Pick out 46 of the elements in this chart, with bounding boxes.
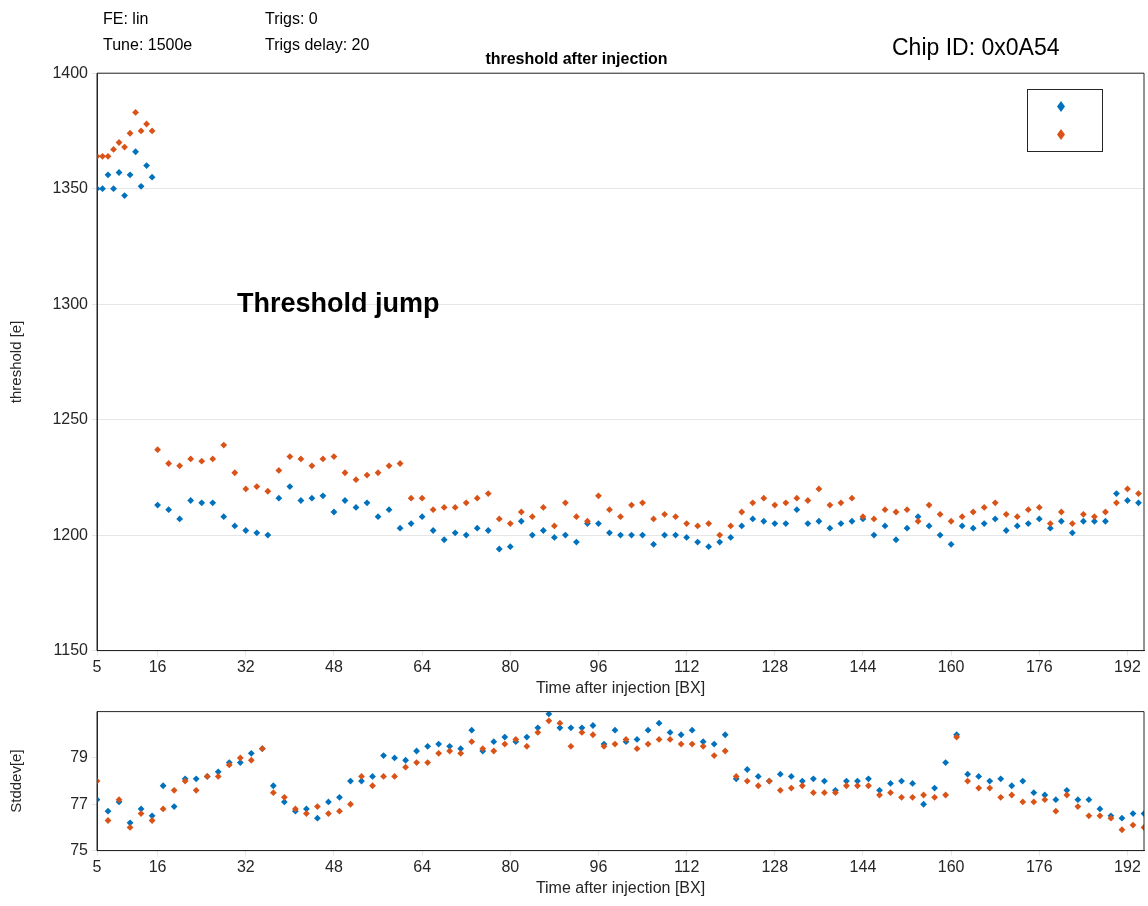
text: FE: lin xyxy=(103,10,149,28)
x-axis-title: Time after injection [BX] xyxy=(535,878,706,896)
x-tick-label: 5 xyxy=(92,857,102,875)
y-tick-label: 1300 xyxy=(52,294,89,312)
x-tick-label: 128 xyxy=(761,857,789,875)
y-axis-title: Stddev[e] xyxy=(7,749,25,813)
x-tick-label: 112 xyxy=(673,857,700,875)
x-tick-label: 176 xyxy=(1025,657,1053,675)
x-tick-label: 160 xyxy=(937,657,965,675)
text: Trigs: 0 xyxy=(265,10,318,28)
x-tick-label: 16 xyxy=(148,857,167,875)
x-tick-label: 176 xyxy=(1025,857,1053,875)
x-tick-label: 64 xyxy=(413,857,432,875)
x-tick-label: 32 xyxy=(236,657,255,675)
x-tick-label: 96 xyxy=(589,857,608,875)
x-tick-label: 144 xyxy=(849,657,877,675)
chart-title: threshold after injection xyxy=(485,50,668,68)
text: Tune: 1500e xyxy=(103,36,193,54)
x-tick-label: 48 xyxy=(325,857,343,875)
x-tick-label: 48 xyxy=(325,657,343,675)
x-tick-label: 192 xyxy=(1114,657,1141,675)
y-tick-label: 79 xyxy=(70,748,89,766)
x-tick-label: 160 xyxy=(937,857,965,875)
x-tick-label: 64 xyxy=(413,657,432,675)
x-axis-title: Time after injection [BX] xyxy=(535,678,706,696)
x-tick-label: 5 xyxy=(92,657,102,675)
annotation: Threshold jump xyxy=(237,288,440,319)
x-tick-label: 16 xyxy=(148,657,167,675)
y-tick-label: 77 xyxy=(70,794,89,812)
y-tick-label: 1150 xyxy=(53,641,89,659)
text: Trigs delay: 20 xyxy=(265,36,370,54)
y-axis-title: threshold [e] xyxy=(7,320,25,404)
text: Chip ID: 0x0A54 xyxy=(892,34,1060,61)
x-tick-label: 80 xyxy=(501,657,520,675)
x-tick-label: 128 xyxy=(761,657,789,675)
x-tick-label: 112 xyxy=(673,657,700,675)
x-tick-label: 32 xyxy=(236,857,255,875)
y-tick-label: 1350 xyxy=(52,179,89,197)
y-tick-label: 75 xyxy=(70,841,89,859)
y-tick-label: 1250 xyxy=(52,410,89,428)
x-tick-label: 192 xyxy=(1114,857,1141,875)
y-tick-label: 1200 xyxy=(52,525,89,543)
x-tick-label: 144 xyxy=(849,857,877,875)
x-tick-label: 96 xyxy=(589,657,608,675)
y-tick-label: 1400 xyxy=(52,63,89,81)
x-tick-label: 80 xyxy=(501,857,520,875)
